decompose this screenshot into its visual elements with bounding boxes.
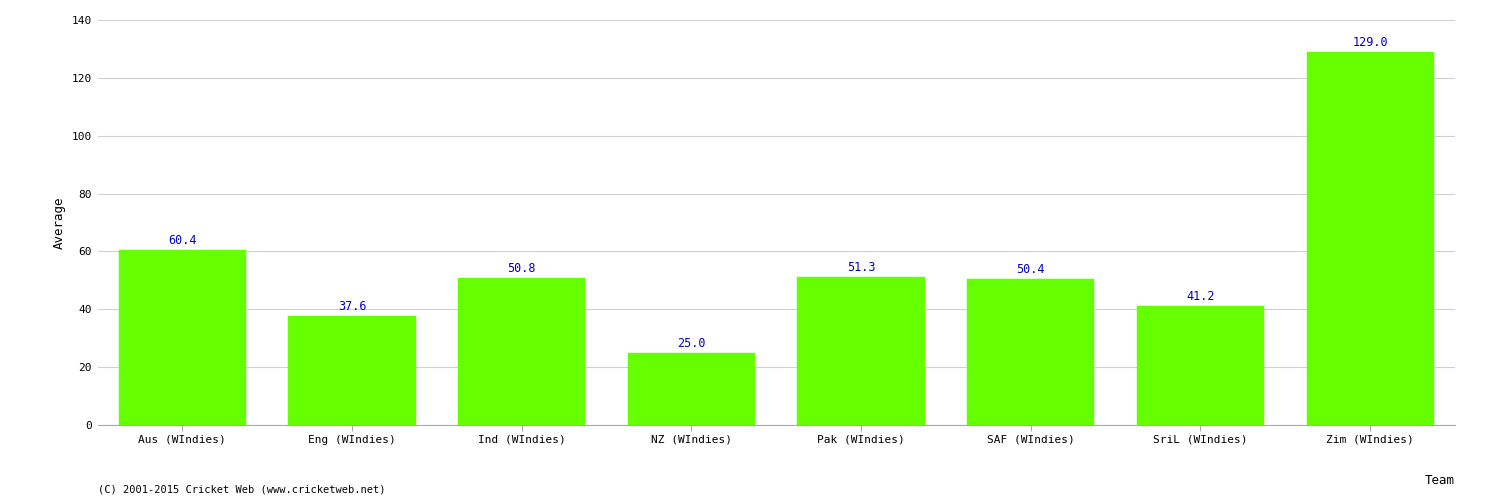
Text: (C) 2001-2015 Cricket Web (www.cricketweb.net): (C) 2001-2015 Cricket Web (www.cricketwe…: [98, 485, 386, 495]
Text: 129.0: 129.0: [1353, 36, 1388, 49]
Text: 60.4: 60.4: [168, 234, 196, 248]
Text: Team: Team: [1425, 474, 1455, 486]
Bar: [288, 316, 416, 425]
Text: 51.3: 51.3: [847, 260, 876, 274]
Bar: [628, 352, 754, 425]
Text: 37.6: 37.6: [338, 300, 366, 314]
Text: 50.4: 50.4: [1017, 264, 1046, 276]
Bar: [1137, 306, 1264, 425]
Y-axis label: Average: Average: [53, 196, 66, 248]
Text: 50.8: 50.8: [507, 262, 536, 275]
Bar: [1306, 52, 1434, 425]
Bar: [798, 276, 924, 425]
Bar: [458, 278, 585, 425]
Text: 41.2: 41.2: [1186, 290, 1215, 303]
Text: 25.0: 25.0: [676, 337, 705, 350]
Bar: [118, 250, 246, 425]
Bar: [968, 279, 1095, 425]
